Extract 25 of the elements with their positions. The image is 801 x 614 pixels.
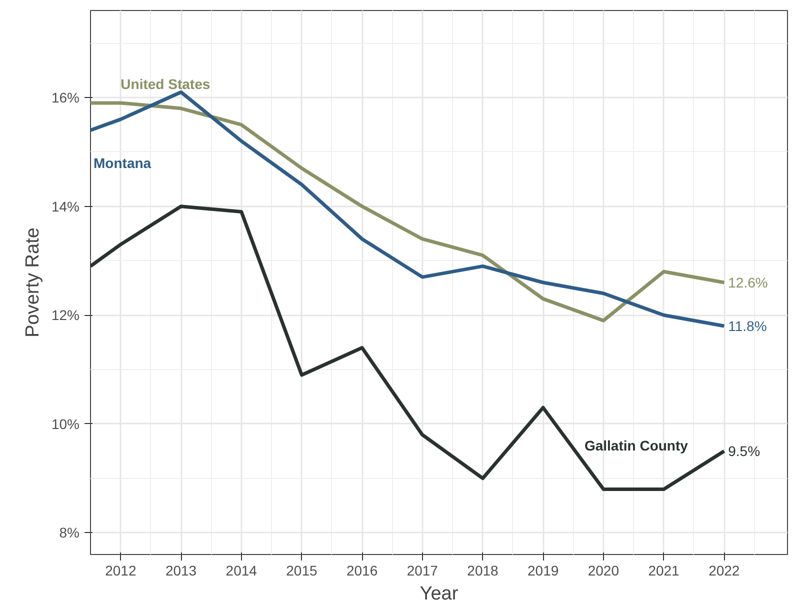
line-series — [90, 204, 726, 491]
x-tick-label: 2013 — [165, 562, 197, 578]
x-tick-label: 2021 — [648, 562, 680, 578]
y-tick-label: 16% — [51, 90, 80, 106]
x-tick-label: 2019 — [528, 562, 559, 578]
x-tick-label: 2014 — [226, 562, 258, 578]
data-label: 12.6% — [728, 274, 768, 290]
y-tick-label: 14% — [51, 198, 80, 214]
data-label: 9.5% — [728, 443, 760, 460]
y-tick-label: 8% — [59, 524, 80, 541]
x-tick-label: 2012 — [105, 562, 136, 578]
x-tick-label: 2018 — [467, 562, 499, 578]
x-tick-label: 2016 — [346, 562, 378, 578]
y-axis-title: Poverty Rate — [22, 228, 44, 338]
y-tick-label: 12% — [51, 307, 80, 324]
series-label: Montana — [94, 154, 152, 171]
x-axis-title: Year — [420, 584, 459, 604]
data-label: 11.8% — [728, 318, 767, 334]
y-tick-label: 10% — [51, 416, 80, 432]
x-tick-label: 2015 — [286, 562, 318, 578]
x-tick-label: 2020 — [588, 562, 620, 578]
x-tick-label: 2017 — [406, 562, 438, 578]
x-tick-label: 2022 — [708, 562, 740, 578]
series-label: United States — [120, 76, 210, 92]
series-label: Gallatin County — [584, 438, 688, 454]
